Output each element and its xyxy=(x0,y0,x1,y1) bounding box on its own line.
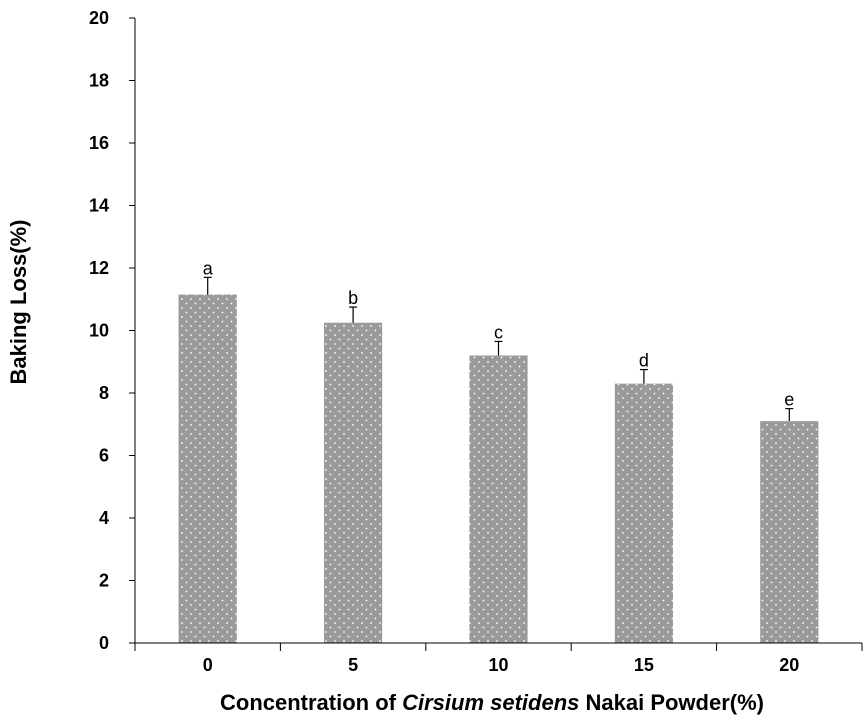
x-axis-title-species: Cirsium setidens xyxy=(402,690,579,715)
y-axis-ticks: 0 2 4 6 8 10 12 14 16 18 20 xyxy=(89,8,135,653)
x-axis-title: Concentration of Cirsium setidens Nakai … xyxy=(220,690,764,715)
x-tick-label: 15 xyxy=(634,655,654,675)
significance-label: a xyxy=(203,258,214,278)
significance-label: e xyxy=(784,390,794,410)
y-axis-title: Baking Loss(%) xyxy=(6,219,31,384)
y-tick-label: 10 xyxy=(89,321,109,341)
y-tick-label: 16 xyxy=(89,133,109,153)
significance-label: c xyxy=(494,322,503,342)
bar xyxy=(178,294,237,643)
x-axis-title-suffix: Nakai Powder(%) xyxy=(579,690,764,715)
significance-label: d xyxy=(639,351,649,371)
bar xyxy=(614,383,673,643)
x-tick-label: 10 xyxy=(488,655,508,675)
y-tick-label: 20 xyxy=(89,8,109,28)
x-tick-label: 20 xyxy=(779,655,799,675)
x-tick-label: 0 xyxy=(203,655,213,675)
bar xyxy=(469,355,528,643)
y-tick-label: 8 xyxy=(99,383,109,403)
x-tick-label: 5 xyxy=(348,655,358,675)
y-tick-label: 4 xyxy=(99,508,109,528)
x-axis-ticks: 0 5 10 15 20 xyxy=(134,643,863,675)
bar xyxy=(324,322,383,643)
x-axis-title-prefix: Concentration of xyxy=(220,690,402,715)
y-tick-label: 14 xyxy=(89,196,109,216)
y-tick-label: 0 xyxy=(99,633,109,653)
bar-series: a b c d e xyxy=(178,258,819,643)
significance-label: b xyxy=(348,288,358,308)
y-tick-label: 2 xyxy=(99,571,109,591)
y-tick-label: 12 xyxy=(89,258,109,278)
bar xyxy=(760,421,819,643)
y-tick-label: 6 xyxy=(99,446,109,466)
y-tick-label: 18 xyxy=(89,71,109,91)
